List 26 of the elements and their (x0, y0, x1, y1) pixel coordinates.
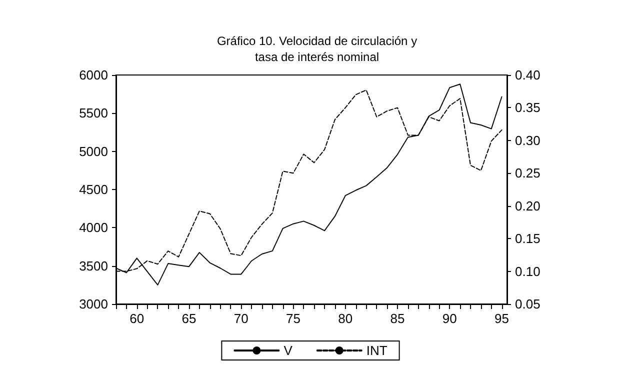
y2-tick-label: 0.15 (515, 231, 540, 246)
x-tick-label: 95 (494, 311, 510, 326)
x-tick-label: 90 (442, 311, 457, 326)
y-tick-label: 3000 (79, 296, 108, 312)
x-tick-label: 65 (182, 311, 196, 326)
legend-label: INT (366, 343, 388, 358)
y2-tick-label: 0.30 (515, 132, 540, 148)
y2-tick-label: 0.10 (515, 264, 540, 279)
y2-tick-label: 0.35 (515, 100, 540, 116)
y-tick-label: 4000 (79, 220, 108, 236)
y-tick-label: 6000 (79, 68, 108, 82)
legend-label: V (284, 343, 293, 358)
x-tick-label: 80 (338, 311, 353, 326)
y-tick-label: 4500 (79, 182, 108, 197)
y2-tick-label: 0.25 (515, 166, 540, 181)
x-tick-label: 70 (234, 311, 248, 326)
x-tick-label: 60 (130, 311, 144, 326)
y-tick-label: 3500 (79, 258, 108, 274)
y-tick-label: 5000 (79, 144, 108, 159)
y-tick-label: 5500 (79, 106, 108, 121)
x-tick-label: 75 (286, 311, 300, 326)
y2-tick-label: 0.20 (515, 198, 540, 214)
chart-title: Gráfico 10. Velocidad de circulación y tasa de interés nominal (216, 34, 418, 64)
y2-tick-label: 0.40 (515, 68, 540, 82)
y2-tick-label: 0.05 (515, 296, 540, 312)
x-tick-label: 85 (390, 311, 405, 326)
